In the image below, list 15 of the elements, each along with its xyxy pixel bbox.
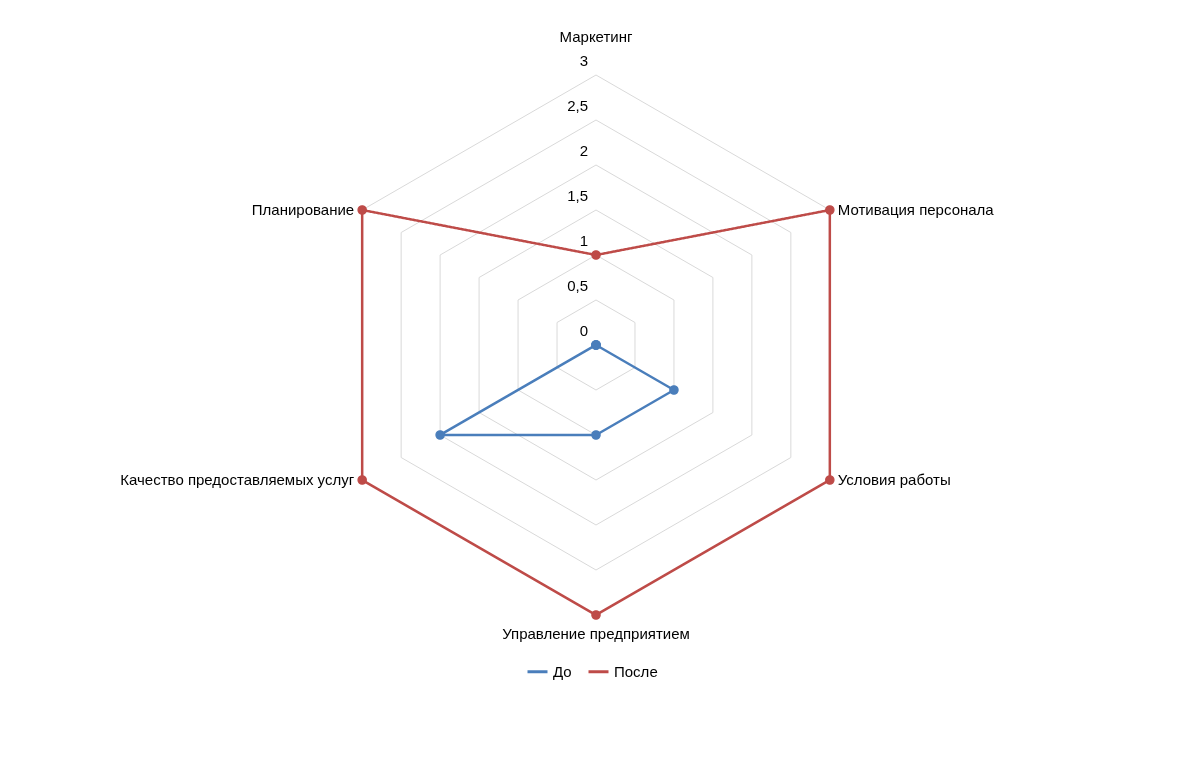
legend-label: После <box>614 662 658 680</box>
y-tick-label: 3 <box>579 52 588 69</box>
y-tick-label: 1,5 <box>567 187 588 204</box>
spoke-label: Маркетинг <box>559 28 633 45</box>
y-tick-label: 2,5 <box>567 97 588 114</box>
spoke-label: Качество предоставляемых услуг <box>120 471 355 488</box>
y-tick-label: 0 <box>579 322 588 339</box>
spoke-label: Планирование <box>251 201 355 218</box>
spoke-label: Управление предприятием <box>502 625 690 642</box>
y-tick-label: 0,5 <box>567 277 588 294</box>
spoke-label: Мотивация персонала <box>837 201 995 218</box>
y-tick-label: 1 <box>579 232 588 249</box>
spoke-label: Условия работы <box>837 471 951 488</box>
legend-label: До <box>553 662 572 680</box>
y-tick-label: 2 <box>579 142 588 159</box>
